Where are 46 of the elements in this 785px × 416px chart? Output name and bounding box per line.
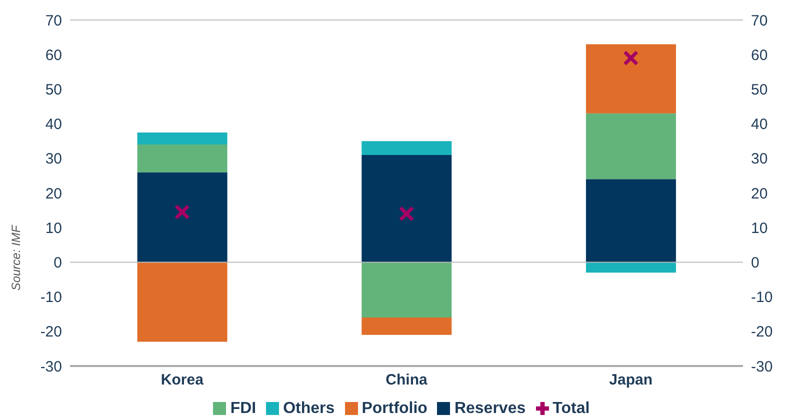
- y-tick-label: -10: [40, 289, 62, 306]
- y-tick-label: 10: [45, 220, 62, 237]
- legend-label: FDI: [230, 400, 256, 416]
- y-tick-label: 60: [45, 46, 62, 64]
- y2-tick-label: 20: [751, 185, 768, 202]
- x-tick-label: Korea: [160, 372, 204, 389]
- y-tick-label: 70: [45, 12, 62, 30]
- bar: [586, 44, 676, 114]
- bar: [362, 318, 452, 335]
- y2-tick-label: 60: [751, 46, 768, 64]
- bar: [362, 141, 452, 155]
- point: [174, 204, 190, 220]
- y2-tick-label: -10: [751, 289, 773, 306]
- y-tick-label: 40: [45, 116, 62, 134]
- y-tick-label: 0: [54, 254, 62, 272]
- y-tick-label: -30: [40, 358, 62, 376]
- y-tick-label: -20: [40, 324, 62, 341]
- legend-label: Reserves: [454, 400, 526, 416]
- legend-label: Portfolio: [362, 400, 428, 416]
- bar: [137, 144, 228, 172]
- y2-tick-label: 70: [751, 12, 768, 30]
- y-tick-label: 20: [45, 185, 62, 202]
- point: [398, 206, 414, 222]
- y2-tick-label: 50: [751, 82, 768, 99]
- bar: [586, 262, 676, 273]
- bar: [362, 262, 452, 318]
- x-tick-label: Japan: [609, 372, 653, 389]
- y-tick-label: 50: [45, 82, 62, 99]
- y2-tick-label: -20: [751, 324, 773, 341]
- y2-tick-label: 40: [751, 116, 768, 134]
- bar: [586, 113, 676, 180]
- point: [623, 50, 639, 66]
- y2-tick-label: 0: [751, 254, 760, 272]
- y2-tick-label: -30: [751, 358, 773, 376]
- y2-tick-label: 30: [751, 150, 768, 168]
- y-tick-label: 30: [45, 150, 62, 168]
- bar: [137, 172, 228, 262]
- bar: [137, 262, 228, 342]
- bar: [137, 132, 228, 145]
- source-note: Source: IMF: [9, 225, 23, 291]
- legend-label: Others: [283, 400, 335, 416]
- bar: [362, 154, 452, 262]
- bar: [586, 179, 676, 262]
- legend-label: Total: [552, 400, 590, 416]
- x-tick-label: China: [386, 372, 428, 389]
- y2-tick-label: 10: [751, 220, 768, 237]
